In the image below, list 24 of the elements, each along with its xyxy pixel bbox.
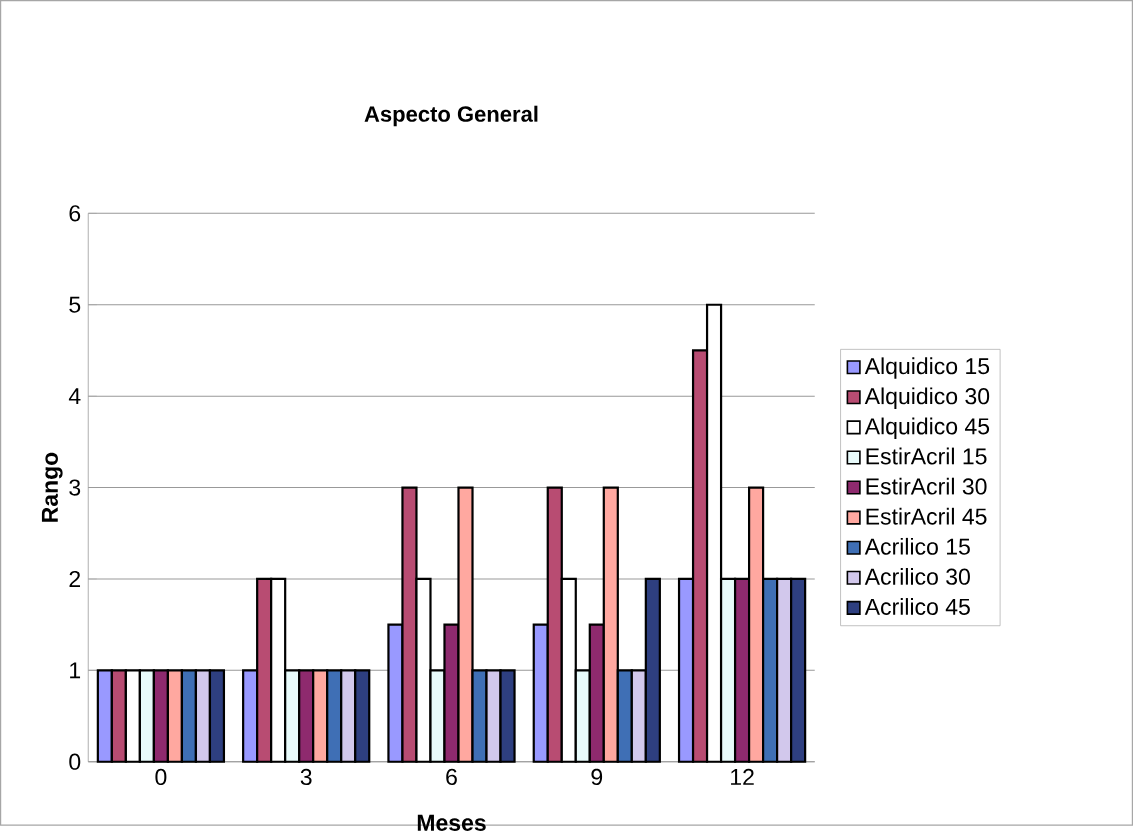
y-tick-label: 0	[69, 753, 81, 771]
legend-label: Acrilico 45	[864, 598, 970, 616]
x-tick-label: 6	[446, 769, 457, 786]
x-tick-label: 9	[591, 769, 603, 786]
y-tick-label: 4	[68, 388, 81, 405]
legend-label: Acrilico 30	[864, 568, 970, 586]
y-tick-label: 5	[69, 296, 81, 313]
y-tick-label: 2	[69, 571, 81, 588]
y-tick-label: 1	[70, 662, 81, 679]
y-axis-title: Rango	[41, 452, 63, 523]
legend-label: Alquidico 15	[864, 357, 990, 380]
y-tick-label: 6	[69, 205, 81, 222]
x-tick-label: 0	[155, 769, 167, 786]
legend-label: EstirAcril 15	[866, 447, 987, 465]
x-tick-label: 3	[300, 769, 312, 786]
legend-label: EstirAcril 30	[866, 477, 987, 495]
legend-label: Acrilico 15	[864, 538, 970, 555]
chart-title: Aspecto General	[364, 105, 538, 127]
y-tick-label: 3	[69, 479, 81, 496]
legend-label: Alquidico 45	[864, 417, 990, 440]
x-axis-title: Meses	[417, 815, 486, 832]
x-tick-label: 12	[731, 769, 754, 786]
legend-label: Alquidico 30	[864, 387, 990, 410]
legend-label: EstirAcril 45	[866, 508, 987, 525]
